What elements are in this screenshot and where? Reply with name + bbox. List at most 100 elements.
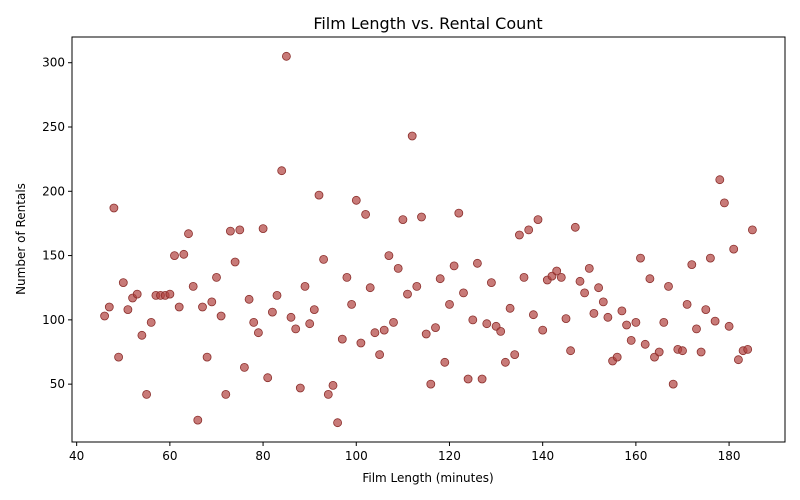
x-tick-label: 180 [718,449,741,463]
x-tick-label: 100 [345,449,368,463]
data-point-74 [445,299,454,309]
data-point-68 [417,212,426,222]
data-point-91 [524,225,534,235]
data-point-99 [561,314,571,324]
y-axis: 50 100 150 200 250 300 [42,56,72,391]
data-point-49 [328,380,338,390]
data-point-55 [356,338,366,348]
data-point-79 [468,315,478,325]
plot-points [100,51,757,428]
y-axis-label: Number of Rentals [14,183,28,295]
data-point-75 [449,261,459,271]
data-point-73 [440,357,450,367]
data-point-36 [267,307,277,317]
data-point-18 [184,229,193,239]
y-tick-label: 250 [42,120,65,134]
data-point-60 [379,325,389,335]
data-point-47 [319,254,329,264]
data-point-31 [244,294,254,304]
data-point-116 [640,339,650,349]
data-point-43 [300,281,310,291]
y-tick-label: 300 [42,56,65,70]
data-point-106 [594,283,603,293]
x-tick-label: 160 [624,449,647,463]
data-point-133 [720,198,729,208]
data-point-132 [715,175,725,185]
data-point-48 [323,389,333,399]
plot-frame [71,36,786,443]
data-point-127 [692,324,701,334]
data-point-52 [342,272,352,282]
data-point-21 [198,302,207,312]
data-point-32 [249,317,259,327]
data-point-2 [109,203,119,213]
data-point-112 [622,320,631,330]
data-point-113 [626,335,636,345]
data-point-69 [421,329,431,339]
data-point-65 [403,289,412,299]
data-point-78 [463,374,473,384]
data-point-71 [431,323,440,333]
data-point-93 [533,215,543,225]
data-point-85 [496,326,506,336]
data-point-103 [580,288,589,298]
data-point-117 [645,274,655,284]
data-point-10 [146,317,156,327]
data-point-8 [137,330,147,340]
data-point-121 [664,281,673,291]
data-point-77 [459,288,468,298]
data-point-98 [556,272,566,282]
data-point-108 [603,312,613,322]
x-tick-label: 120 [438,449,461,463]
y-tick-label: 100 [42,313,65,327]
data-point-131 [710,316,720,326]
data-point-125 [682,299,692,309]
data-point-22 [202,352,212,362]
data-point-83 [486,278,496,288]
data-point-120 [659,317,669,327]
data-point-61 [384,251,394,261]
data-point-41 [291,324,301,334]
data-point-119 [654,347,664,357]
data-point-5 [123,305,133,315]
data-point-101 [570,222,580,232]
data-point-64 [398,215,408,225]
data-point-89 [515,230,524,240]
data-point-139 [748,225,757,235]
data-point-70 [426,379,436,389]
data-point-76 [454,208,464,218]
x-tick-label: 40 [69,449,84,463]
data-point-15 [170,251,179,261]
data-point-34 [258,224,268,234]
data-point-38 [277,166,287,176]
data-point-66 [407,131,417,141]
data-point-129 [701,305,711,315]
data-point-122 [668,379,678,389]
data-point-19 [188,281,198,291]
data-point-44 [305,319,315,329]
data-point-7 [132,289,142,299]
data-point-9 [142,389,152,399]
data-point-30 [239,362,249,372]
data-point-100 [566,346,575,356]
data-point-58 [370,328,380,338]
data-point-56 [361,209,371,219]
data-point-134 [724,321,734,331]
data-point-50 [333,418,343,428]
data-point-39 [281,51,291,61]
data-point-110 [612,352,622,362]
data-point-35 [263,373,273,383]
data-point-124 [678,346,687,356]
data-point-72 [435,274,445,284]
data-point-51 [337,334,347,344]
data-point-97 [552,266,562,276]
data-point-115 [636,253,645,263]
data-point-57 [365,283,375,293]
data-point-114 [631,317,641,327]
data-point-45 [309,305,319,315]
data-point-80 [472,258,482,268]
data-point-17 [179,249,189,259]
y-tick-label: 50 [50,377,65,391]
data-point-138 [743,344,753,354]
data-point-37 [272,290,282,300]
